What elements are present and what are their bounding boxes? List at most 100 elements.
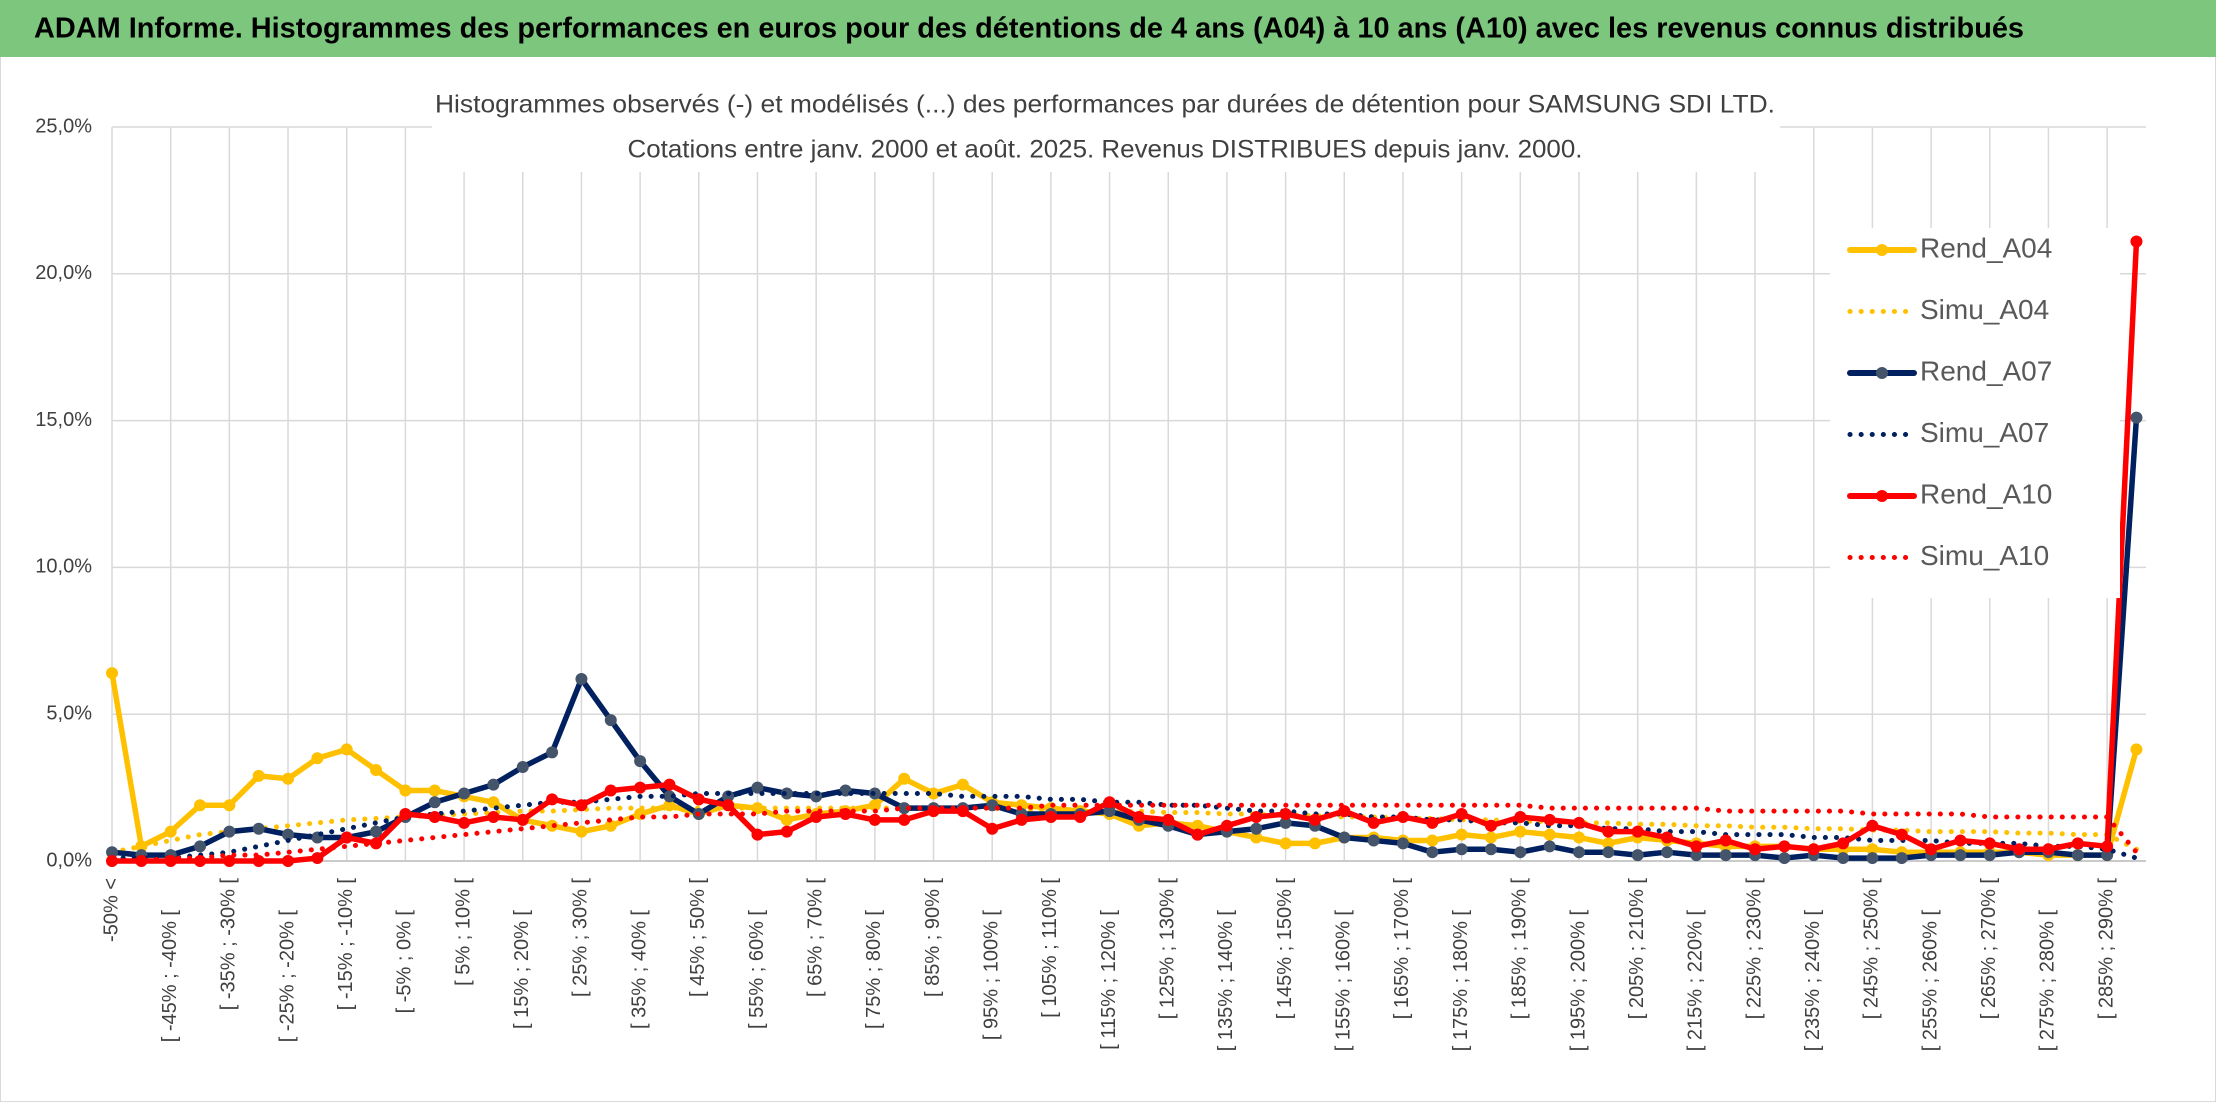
data-point: [194, 840, 207, 853]
data-point: [1455, 843, 1468, 856]
data-point: [1132, 810, 1145, 823]
data-point: [1543, 828, 1556, 841]
data-point: [1426, 834, 1439, 847]
data-point: [780, 787, 793, 800]
y-tick-label: 20,0%: [35, 262, 92, 284]
data-point: [1719, 849, 1732, 862]
y-tick-label: 15,0%: [35, 409, 92, 431]
data-point: [1661, 846, 1674, 859]
data-point: [1514, 810, 1527, 823]
x-tick-label: [ 135% ; 140% [: [1215, 910, 1237, 1052]
data-point: [839, 784, 852, 797]
data-point: [1837, 837, 1850, 850]
data-point: [1690, 840, 1703, 853]
data-point: [370, 763, 383, 776]
data-point: [780, 813, 793, 826]
data-point: [575, 672, 588, 685]
x-tick-label: [ 175% ; 180% [: [1450, 910, 1472, 1052]
data-point: [428, 810, 441, 823]
y-tick-label: 25,0%: [35, 115, 92, 137]
data-point: [1778, 852, 1791, 865]
x-tick-label: [ 95% ; 100% [: [980, 910, 1002, 1041]
x-tick-label: [ -45% ; -40% [: [159, 910, 181, 1043]
data-point: [1543, 840, 1556, 853]
legend-marker: [1876, 244, 1888, 256]
legend-label: Rend_A04: [1920, 232, 2052, 263]
data-point: [164, 825, 177, 838]
x-tick-label: [ 115% ; 120% [: [1098, 910, 1120, 1050]
x-tick-label: [ 65% ; 70% [: [804, 878, 826, 997]
x-tick-label: [ 125% ; 130% [: [1157, 878, 1179, 1020]
x-tick-label: [ -25% ; -20% [: [276, 910, 298, 1043]
data-point: [1338, 831, 1351, 844]
y-tick-label: 5,0%: [46, 702, 92, 724]
title-background: [432, 84, 1780, 172]
data-point: [1954, 849, 1967, 862]
x-tick-label: [ 285% ; 290% [: [2095, 878, 2117, 1020]
data-point: [986, 822, 999, 835]
data-point: [340, 743, 353, 756]
x-tick-label: [ 155% ; 160% [: [1333, 910, 1355, 1052]
data-point: [780, 825, 793, 838]
x-tick-label: [ 265% ; 270% [: [1978, 878, 2000, 1020]
data-point: [1631, 825, 1644, 838]
data-point: [516, 813, 529, 826]
chart-subtitle: Cotations entre janv. 2000 et août. 2025…: [628, 136, 1583, 164]
data-point: [1543, 813, 1556, 826]
data-point: [663, 778, 676, 791]
x-tick-label: [ 255% ; 260% [: [1919, 910, 1941, 1052]
data-point: [1719, 834, 1732, 847]
data-point: [1162, 813, 1175, 826]
x-tick-label: [ 185% ; 190% [: [1509, 878, 1531, 1020]
data-point: [252, 855, 265, 867]
data-point: [1191, 828, 1204, 841]
data-point: [311, 852, 324, 865]
data-point: [1954, 834, 1967, 847]
data-point: [194, 799, 207, 812]
x-tick-label: [ 275% ; 280% [: [2037, 910, 2059, 1052]
data-point: [1866, 819, 1879, 832]
data-point: [1455, 828, 1468, 841]
data-point: [2130, 743, 2143, 756]
header-title: ADAM Informe. Histogrammes des performan…: [34, 13, 2024, 45]
x-tick-label: [ 15% ; 20% [: [511, 910, 533, 1029]
data-point: [546, 793, 559, 806]
data-point: [458, 816, 471, 829]
x-tick-label: [ 5% ; 10% [: [452, 878, 474, 986]
legend-label: Simu_A04: [1920, 294, 2049, 325]
data-point: [1250, 810, 1263, 823]
data-point: [898, 772, 911, 785]
data-point: [2071, 837, 2084, 850]
data-point: [1573, 846, 1585, 859]
data-point: [1602, 825, 1615, 838]
data-point: [252, 769, 265, 782]
data-point: [2071, 849, 2084, 862]
data-point: [1396, 837, 1409, 850]
data-point: [311, 752, 324, 765]
legend-marker: [1876, 490, 1888, 502]
data-point: [282, 855, 295, 867]
data-point: [1279, 808, 1292, 821]
x-tick-label: [ 45% ; 50% [: [687, 878, 709, 997]
data-point: [1426, 846, 1439, 859]
data-point: [1220, 819, 1233, 832]
data-point: [1308, 837, 1321, 850]
data-point: [428, 784, 441, 797]
data-point: [604, 784, 617, 797]
x-tick-label: [ 225% ; 230% [: [1743, 878, 1765, 1020]
x-tick-label: [ 235% ; 240% [: [1802, 910, 1824, 1052]
data-point: [692, 793, 705, 806]
data-point: [1983, 837, 1996, 850]
data-point: [223, 855, 236, 867]
data-point: [1837, 852, 1850, 865]
data-point: [1573, 831, 1585, 844]
data-point: [1044, 810, 1057, 823]
x-tick-label: [ 215% ; 220% [: [1685, 910, 1707, 1052]
header-bar: [0, 0, 2216, 57]
plot: 0,0% 5,0% 10,0% 15,0% 20,0% 25,0% -50% < [ -45%…: [35, 115, 2146, 1051]
data-point: [1514, 846, 1527, 859]
data-point: [1807, 843, 1820, 856]
x-tick-label: [ 35% ; 40% [: [628, 910, 650, 1029]
data-point: [1602, 846, 1615, 859]
